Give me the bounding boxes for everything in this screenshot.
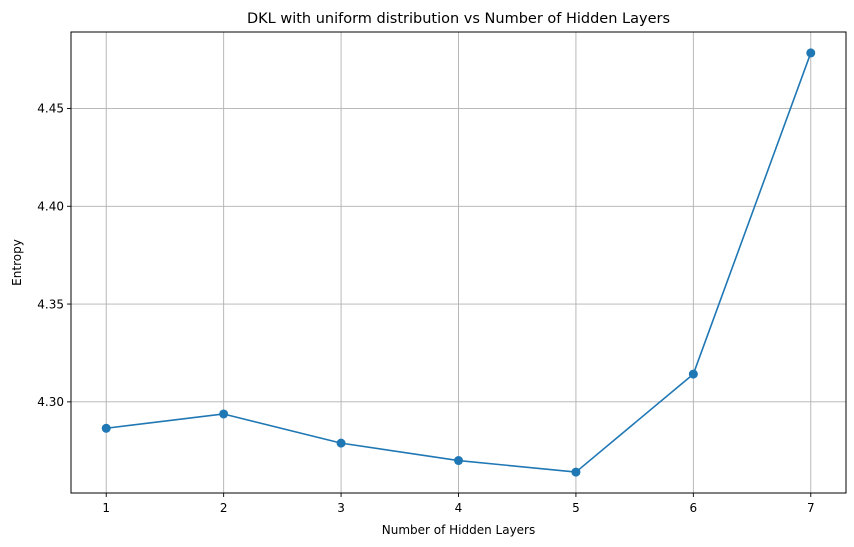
y-tick-label: 4.45 [37, 102, 64, 116]
data-point [219, 409, 229, 419]
x-tick-label: 1 [102, 501, 110, 515]
y-axis-label: Entropy [10, 239, 24, 286]
ticks: 1 2 3 4 5 6 7 4.30 4.35 4.40 4.45 [37, 102, 814, 515]
x-axis-label: Number of Hidden Layers [382, 523, 536, 537]
y-tick-label: 4.35 [37, 297, 64, 311]
x-tick-label: 5 [572, 501, 580, 515]
chart-title: DKL with uniform distribution vs Number … [247, 11, 670, 27]
data-point [454, 456, 463, 466]
data-point [336, 438, 346, 448]
x-tick-label: 3 [337, 501, 345, 515]
data-point [101, 423, 111, 433]
y-tick-label: 4.30 [37, 395, 64, 409]
x-tick-label: 4 [455, 501, 463, 515]
series-layer [101, 48, 816, 477]
y-tick-label: 4.40 [37, 199, 64, 213]
grid [71, 32, 846, 493]
data-point [806, 48, 816, 58]
data-point [688, 369, 698, 379]
data-point [571, 467, 581, 477]
x-tick-label: 2 [220, 501, 228, 515]
x-tick-label: 7 [807, 501, 815, 515]
x-tick-label: 6 [690, 501, 698, 515]
